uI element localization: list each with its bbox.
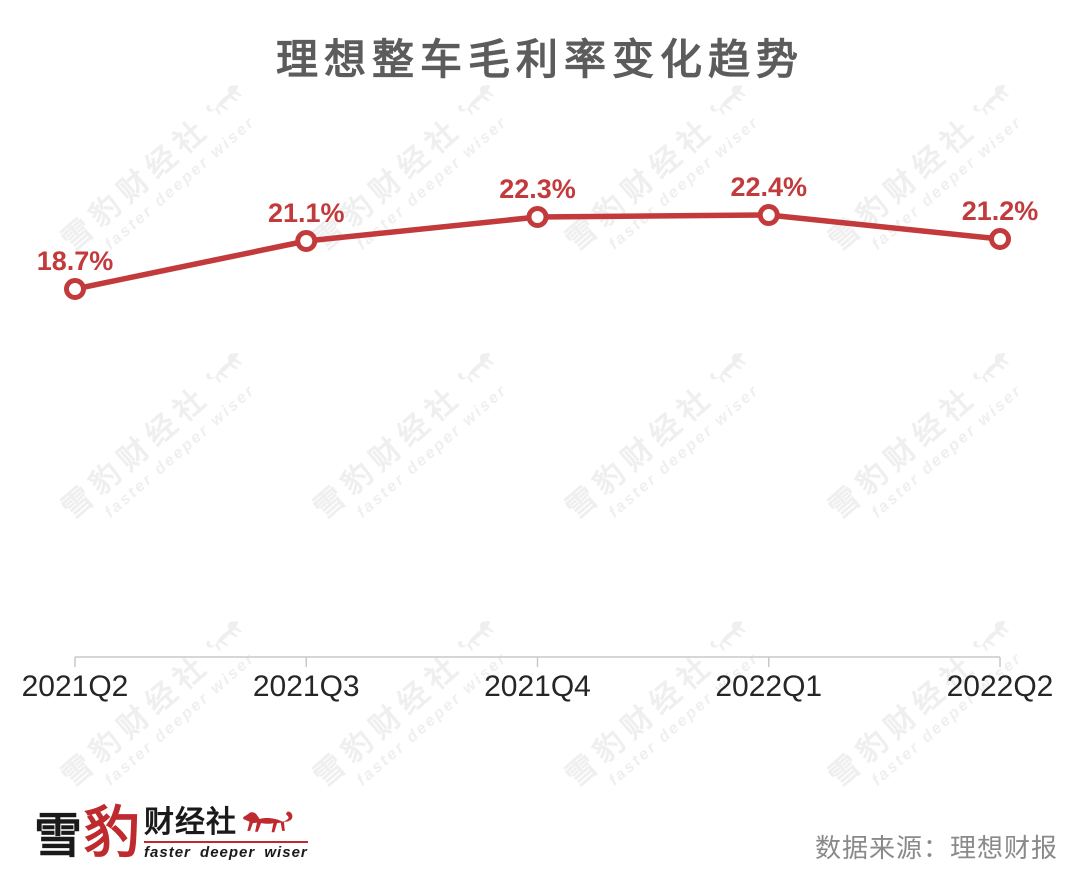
leopard-icon <box>458 352 495 384</box>
data-source-caption: 数据来源：理想财报 <box>814 833 1058 863</box>
data-point-label: 21.2% <box>962 196 1039 226</box>
leopard-icon <box>710 352 747 384</box>
x-axis-label: 2021Q2 <box>22 670 129 703</box>
watermark: 雪豹财经社 faster deeper wiser <box>302 70 522 273</box>
logo-tagline: faster deeper wiser <box>144 844 308 862</box>
leopard-icon <box>710 84 747 116</box>
watermark: 雪豹财经社 faster deeper wiser <box>817 606 1037 809</box>
watermark: 雪豹财经社 faster deeper wiser <box>50 606 270 809</box>
data-point-label: 18.7% <box>37 246 114 276</box>
watermark: 雪豹财经社 faster deeper wiser <box>50 338 270 541</box>
watermark: 雪豹财经社 faster deeper wiser <box>817 70 1037 273</box>
watermark: 雪豹财经社 faster deeper wiser <box>554 338 774 541</box>
logo-divider <box>144 841 308 844</box>
leopard-icon <box>973 620 1010 652</box>
leopard-icon <box>243 811 293 833</box>
leopard-icon <box>206 352 243 384</box>
watermark: 雪豹财经社 faster deeper wiser <box>302 338 522 541</box>
data-point-marker <box>64 278 86 300</box>
x-axis-label: 2022Q1 <box>715 670 822 703</box>
data-point-label: 22.3% <box>499 174 576 204</box>
watermark: 雪豹财经社 faster deeper wiser <box>817 338 1037 541</box>
leopard-icon <box>458 84 495 116</box>
leopard-icon <box>973 352 1010 384</box>
logo-char-bao: 豹 <box>84 803 141 865</box>
x-axis-label: 2021Q4 <box>484 670 591 703</box>
x-axis-label: 2021Q3 <box>253 670 360 703</box>
data-point-marker <box>989 228 1011 250</box>
data-point-marker <box>526 206 549 228</box>
watermark: 雪豹财经社 faster deeper wiser <box>50 70 270 273</box>
leopard-icon <box>206 84 243 116</box>
data-point-label: 21.1% <box>268 198 345 228</box>
data-point-label: 22.4% <box>730 172 807 202</box>
chart-title: 理想整车毛利率变化趋势 <box>275 36 804 83</box>
leopard-icon <box>206 620 243 652</box>
brand-logo: 雪 豹 财经社 faster deeper wiser <box>34 803 308 865</box>
logo-right-column: 财经社 faster deeper wiser <box>144 808 308 861</box>
logo-text-caijingshe: 财经社 <box>144 806 238 840</box>
leopard-icon <box>973 84 1010 116</box>
data-point-marker <box>757 204 780 226</box>
x-axis-label: 2022Q2 <box>947 670 1054 703</box>
watermark: 雪豹财经社 faster deeper wiser <box>554 70 774 273</box>
watermark: 雪豹财经社 faster deeper wiser <box>554 606 774 809</box>
leopard-icon <box>710 620 747 652</box>
watermark: 雪豹财经社 faster deeper wiser <box>302 606 522 809</box>
leopard-icon <box>458 620 495 652</box>
logo-char-xue: 雪 <box>34 810 83 864</box>
data-point-marker <box>295 230 318 252</box>
